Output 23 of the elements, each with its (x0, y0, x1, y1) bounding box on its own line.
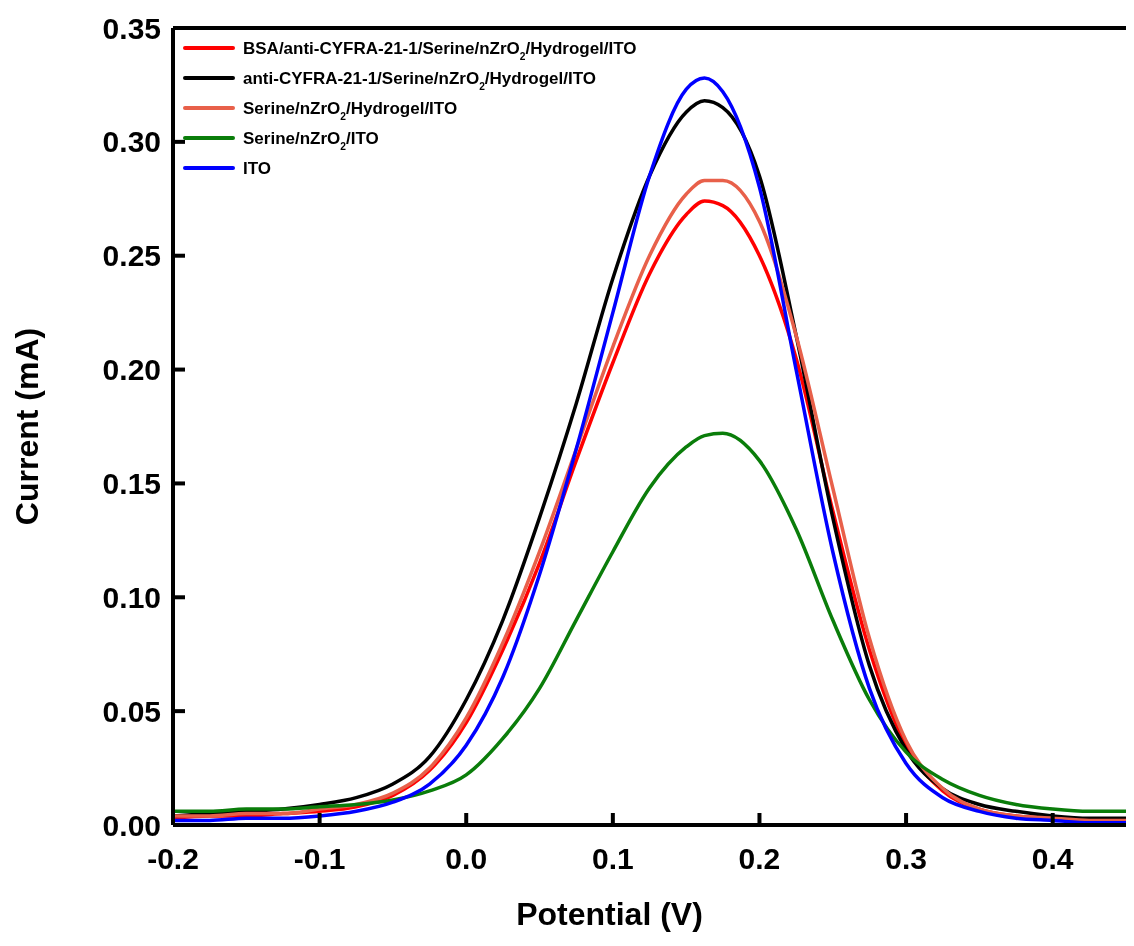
legend-label: Serine/nZrO$_{2}$/ITO (243, 128, 379, 152)
y-tick-label: 0.00 (102, 808, 161, 842)
legend-label: anti-CYFRA-21-1/Serine/nZrO$_{2}$/Hydrogel/ITO (243, 68, 596, 92)
x-tick-label: 0.1 (591, 842, 634, 875)
x-tick-label: -0.2 (147, 842, 199, 875)
x-tick-label: 0.2 (738, 842, 781, 875)
legend-label: Serine/nZrO$_{2}$/Hydrogel/ITO (243, 98, 458, 122)
y-tick-label: 0.05 (102, 694, 161, 728)
y-tick-label: 0.35 (102, 11, 161, 45)
x-axis-title: Potential (V) (516, 896, 703, 932)
x-tick-label: 0.4 (1031, 842, 1074, 875)
y-tick-label: 0.25 (102, 239, 161, 273)
x-tick-label: 0.3 (885, 842, 927, 875)
y-tick-label: 0.20 (102, 353, 161, 387)
y-tick-label: 0.30 (102, 125, 161, 159)
line-series (173, 431, 1126, 814)
x-tick-label: 0.0 (445, 842, 488, 875)
legend-label: BSA/anti-CYFRA-21-1/Serine/nZrO$_{2}$/Hydrogel/ITO (243, 38, 637, 62)
legend-label: ITO (243, 158, 272, 178)
y-axis-title: Current (mA) (9, 327, 45, 526)
y-tick-label: 0.10 (102, 580, 161, 614)
x-tick-label: -0.1 (293, 842, 346, 875)
y-tick-label: 0.15 (102, 466, 161, 500)
